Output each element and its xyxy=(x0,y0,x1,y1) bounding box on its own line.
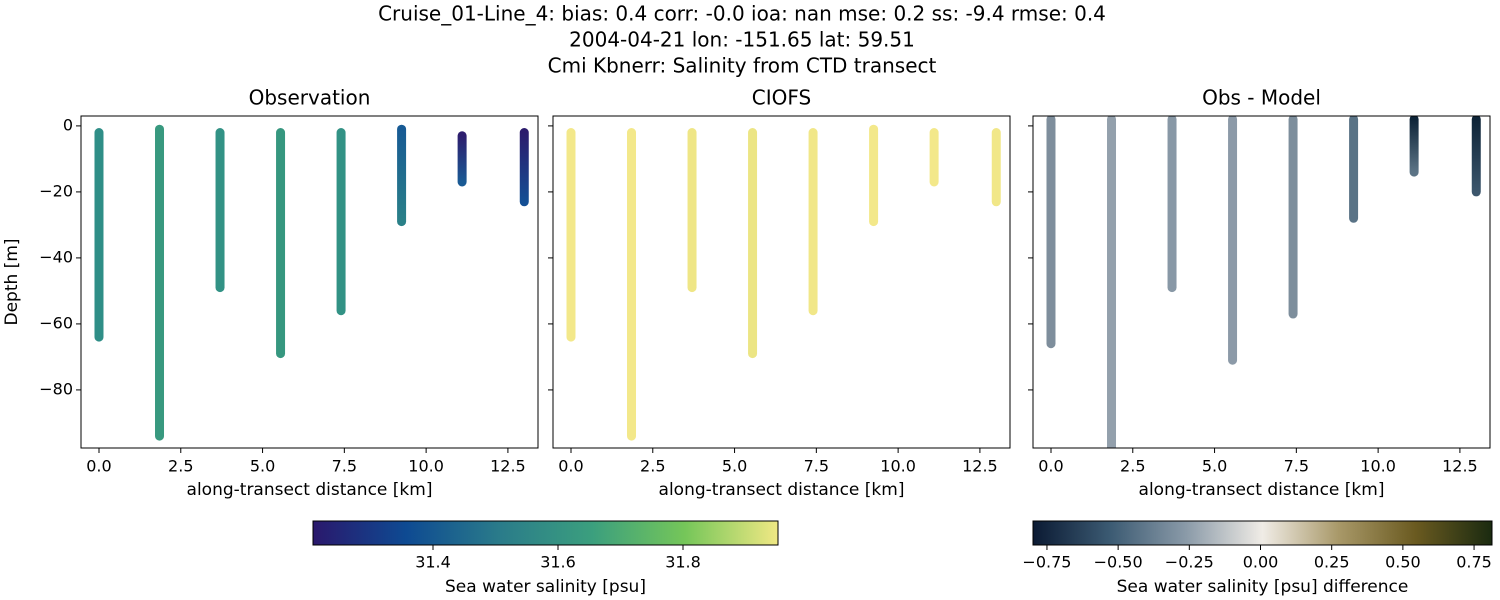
x-tick-label: 5.0 xyxy=(1202,457,1227,476)
x-tick-label: 0.0 xyxy=(1038,457,1063,476)
x-tick-label: 5.0 xyxy=(722,457,747,476)
y-axis-label: Depth [m] xyxy=(2,238,22,325)
x-tick-label: 7.5 xyxy=(1284,457,1309,476)
y-tick-label: −80 xyxy=(39,379,73,398)
x-tick-label: 12.5 xyxy=(490,457,526,476)
suptitle: Cruise_01-Line_4: bias: 0.4 corr: -0.0 i… xyxy=(378,2,1106,26)
colorbar xyxy=(312,520,779,546)
x-tick-label: 2.5 xyxy=(168,457,193,476)
y-tick-label: −40 xyxy=(39,247,73,266)
y-tick-label: 0 xyxy=(63,115,73,134)
x-tick-label: 12.5 xyxy=(962,457,998,476)
colorbar-tick-label: 0.50 xyxy=(1385,553,1421,572)
colorbar-label: Sea water salinity [psu] difference xyxy=(1117,577,1409,597)
x-axis-label: along-transect distance [km] xyxy=(1139,480,1385,500)
x-tick-label: 7.5 xyxy=(332,457,357,476)
colorbar-tick-label: −0.75 xyxy=(1022,553,1071,572)
colorbar-label: Sea water salinity [psu] xyxy=(445,577,646,597)
panel-title: Obs - Model xyxy=(1202,86,1321,110)
panel-title: Observation xyxy=(249,86,371,110)
x-tick-label: 5.0 xyxy=(250,457,275,476)
colorbar-tick-label: −0.25 xyxy=(1165,553,1214,572)
x-tick-label: 10.0 xyxy=(880,457,916,476)
plot-frame xyxy=(552,115,1011,449)
x-tick-label: 2.5 xyxy=(640,457,665,476)
colorbar-tick-label: 31.4 xyxy=(415,553,451,572)
x-axis-label: along-transect distance [km] xyxy=(187,480,433,500)
x-tick-label: 0.0 xyxy=(86,457,111,476)
plot-frame xyxy=(1032,115,1491,449)
x-tick-label: 12.5 xyxy=(1442,457,1478,476)
x-axis-label: along-transect distance [km] xyxy=(659,480,905,500)
colorbar-tick-label: 0.00 xyxy=(1243,553,1279,572)
x-tick-label: 7.5 xyxy=(804,457,829,476)
x-tick-label: 0.0 xyxy=(558,457,583,476)
colorbar-tick-label: 0.75 xyxy=(1456,553,1492,572)
x-tick-label: 10.0 xyxy=(1360,457,1396,476)
colorbar-tick-label: 31.8 xyxy=(665,553,701,572)
x-tick-label: 10.0 xyxy=(408,457,444,476)
colorbar-tick-label: 31.6 xyxy=(540,553,576,572)
x-tick-label: 2.5 xyxy=(1120,457,1145,476)
colorbar-tick-label: −0.50 xyxy=(1094,553,1143,572)
colorbar-tick-label: 0.25 xyxy=(1314,553,1350,572)
suptitle: Cmi Kbnerr: Salinity from CTD transect xyxy=(548,54,937,78)
panel-title: CIOFS xyxy=(752,86,811,110)
y-tick-label: −20 xyxy=(39,181,73,200)
plot-frame xyxy=(80,115,539,449)
y-tick-label: −60 xyxy=(39,313,73,332)
colorbar xyxy=(1032,520,1493,546)
suptitle: 2004-04-21 lon: -151.65 lat: 59.51 xyxy=(569,28,915,52)
